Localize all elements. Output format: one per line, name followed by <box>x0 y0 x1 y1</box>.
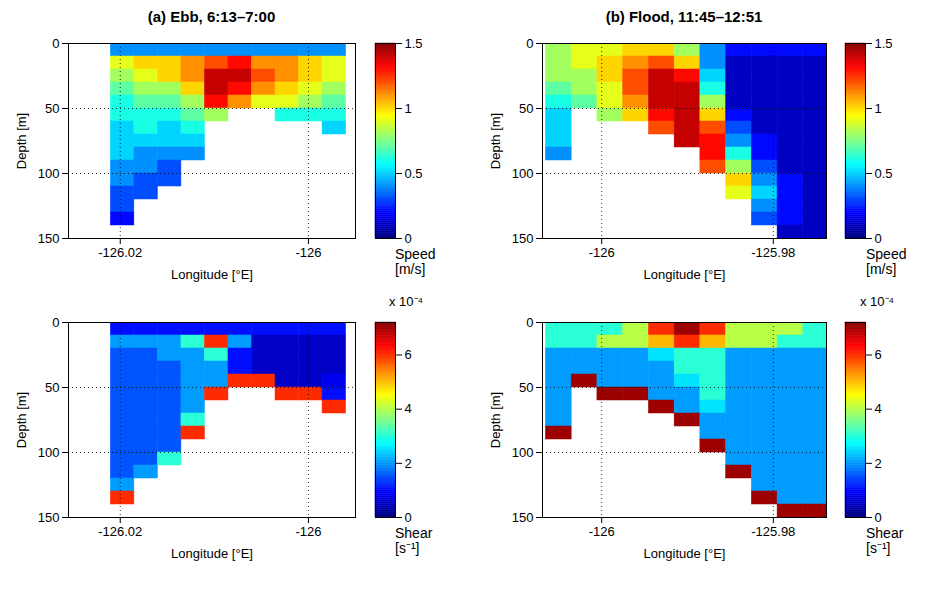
svg-text:100: 100 <box>38 166 60 181</box>
html-text:Shear [s⁻¹]: Shear [s⁻¹] <box>395 525 433 556</box>
svg-text:100: 100 <box>512 166 534 181</box>
html-text:Speed [m/s]: Speed [m/s] <box>866 246 907 277</box>
svg-text:-126: -126 <box>295 524 321 539</box>
svg-text:50: 50 <box>45 380 59 395</box>
svg-text:0: 0 <box>875 510 882 525</box>
svg-text:Depth [m]: Depth [m] <box>14 392 29 448</box>
svg-text:4: 4 <box>405 401 412 416</box>
svg-text:-125.98: -125.98 <box>751 245 795 260</box>
html-text:(a) Ebb, 6:13–7:00: (a) Ebb, 6:13–7:00 <box>147 8 276 25</box>
svg-text:0: 0 <box>52 315 59 330</box>
svg-text:2: 2 <box>405 455 412 470</box>
svg-text:100: 100 <box>512 445 534 460</box>
svg-text:0: 0 <box>875 231 882 246</box>
svg-text:0: 0 <box>526 315 533 330</box>
svg-text:-126: -126 <box>295 245 321 260</box>
svg-text:Longitude [°E]: Longitude [°E] <box>171 546 253 561</box>
svg-text:4: 4 <box>875 401 882 416</box>
html-text:x 10⁻⁴: x 10⁻⁴ <box>860 294 895 309</box>
html-text:Speed [m/s]: Speed [m/s] <box>395 246 436 277</box>
svg-text:-126: -126 <box>589 524 615 539</box>
svg-text:2: 2 <box>875 455 882 470</box>
svg-text:1.5: 1.5 <box>405 36 423 51</box>
svg-text:150: 150 <box>512 231 534 246</box>
svg-text:1: 1 <box>875 101 882 116</box>
svg-text:1.5: 1.5 <box>875 36 893 51</box>
svg-text:0.5: 0.5 <box>405 166 423 181</box>
svg-text:150: 150 <box>38 510 60 525</box>
svg-text:0: 0 <box>405 510 412 525</box>
svg-text:Longitude [°E]: Longitude [°E] <box>644 546 726 561</box>
svg-text:0: 0 <box>52 36 59 51</box>
svg-text:150: 150 <box>512 510 534 525</box>
svg-text:50: 50 <box>45 101 59 116</box>
svg-text:6: 6 <box>405 347 412 362</box>
svg-text:1: 1 <box>405 101 412 116</box>
html-text:(b) Flood, 11:45–12:51: (b) Flood, 11:45–12:51 <box>605 8 763 25</box>
svg-text:-125.98: -125.98 <box>751 524 795 539</box>
svg-text:Longitude [°E]: Longitude [°E] <box>171 267 253 282</box>
svg-text:50: 50 <box>519 380 533 395</box>
svg-text:100: 100 <box>38 445 60 460</box>
svg-text:150: 150 <box>38 231 60 246</box>
svg-text:Depth [m]: Depth [m] <box>488 113 503 169</box>
svg-text:Depth [m]: Depth [m] <box>488 392 503 448</box>
svg-text:0: 0 <box>405 231 412 246</box>
svg-text:-126.02: -126.02 <box>98 245 142 260</box>
svg-text:-126: -126 <box>589 245 615 260</box>
svg-text:Depth [m]: Depth [m] <box>14 113 29 169</box>
svg-text:6: 6 <box>875 347 882 362</box>
svg-text:50: 50 <box>519 101 533 116</box>
svg-text:0.5: 0.5 <box>875 166 893 181</box>
html-text:x 10⁻⁴: x 10⁻⁴ <box>389 294 424 309</box>
svg-text:-126.02: -126.02 <box>98 524 142 539</box>
svg-text:Longitude [°E]: Longitude [°E] <box>644 267 726 282</box>
svg-text:0: 0 <box>526 36 533 51</box>
html-text:Shear [s⁻¹]: Shear [s⁻¹] <box>866 525 904 556</box>
